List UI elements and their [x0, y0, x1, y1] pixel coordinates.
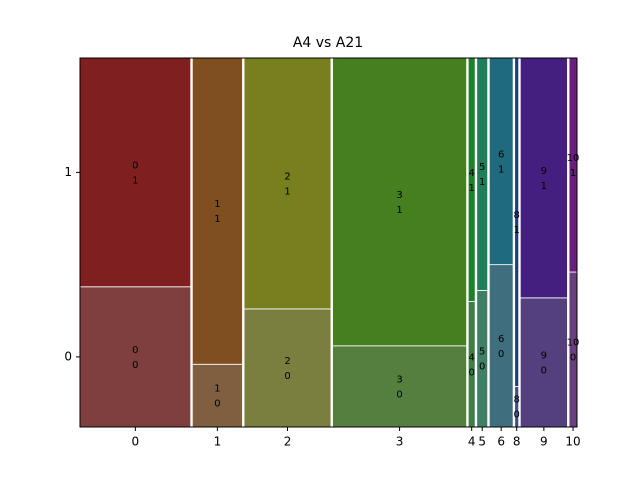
- x-tick-label: 0: [132, 435, 140, 449]
- cell-label: 1: [514, 225, 520, 236]
- x-tick-label: 1: [214, 435, 222, 449]
- cell-label: 1: [498, 164, 504, 175]
- mosaic-cell: [467, 57, 476, 302]
- cell-label: 1: [132, 175, 138, 186]
- mosaic-cell: [568, 271, 578, 428]
- y-tick-label: 1: [64, 165, 72, 179]
- cell-label: 0: [132, 360, 138, 371]
- mosaic-cell: [476, 57, 489, 291]
- mosaic-cell: [514, 386, 520, 428]
- cell-label: 9: [541, 350, 547, 361]
- cell-label: 1: [214, 199, 220, 210]
- cell-label: 0: [570, 353, 576, 364]
- cell-label: 5: [479, 162, 485, 173]
- x-tick-label: 8: [513, 435, 521, 449]
- x-tick-label: 2: [284, 435, 292, 449]
- mosaic-cell: [488, 57, 514, 266]
- cell-label: 10: [567, 338, 580, 349]
- x-tick-label: 4: [468, 435, 476, 449]
- cell-label: 2: [284, 171, 290, 182]
- y-tick-label: 0: [64, 349, 72, 363]
- x-tick-label: 5: [478, 435, 486, 449]
- mosaic-cell: [332, 345, 468, 428]
- cell-label: 1: [468, 183, 474, 194]
- cell-label: 6: [498, 149, 504, 160]
- mosaic-cell: [332, 57, 468, 347]
- mosaic-cell: [519, 57, 568, 299]
- cell-label: 1: [541, 181, 547, 192]
- cell-label: 0: [132, 345, 138, 356]
- mosaic-cell: [467, 301, 476, 428]
- cell-label: 1: [396, 205, 402, 216]
- x-tick-label: 9: [540, 435, 548, 449]
- cell-label: 1: [214, 384, 220, 395]
- cell-label: 0: [214, 399, 220, 410]
- plot-frame: [79, 57, 578, 428]
- cell-label: 0: [541, 365, 547, 376]
- mosaic-cell: [514, 57, 520, 387]
- cell-label: 10: [567, 153, 580, 164]
- mosaic-cell: [191, 363, 243, 428]
- cell-label: 4: [468, 168, 474, 179]
- mosaic-cell: [568, 57, 578, 273]
- cell-label: 0: [396, 389, 402, 400]
- mosaic-cell: [488, 264, 514, 428]
- cell-label: 8: [514, 395, 520, 406]
- mosaic-cell: [243, 308, 332, 428]
- mosaic-cell: [519, 297, 568, 428]
- cell-label: 9: [541, 166, 547, 177]
- cell-label: 2: [284, 356, 290, 367]
- cell-label: 0: [479, 362, 485, 373]
- cell-label: 0: [284, 371, 290, 382]
- cell-label: 0: [498, 349, 504, 360]
- mosaic-cell: [243, 57, 332, 310]
- mosaic-cell: [191, 57, 243, 365]
- cell-label: 6: [498, 334, 504, 345]
- cell-label: 1: [570, 168, 576, 179]
- mosaic-cell: [476, 290, 489, 428]
- x-tick-label: 10: [565, 435, 580, 449]
- cell-label: 8: [514, 210, 520, 221]
- mosaic-cell: [79, 57, 192, 288]
- cell-label: 5: [479, 347, 485, 358]
- x-tick-label: 6: [497, 435, 505, 449]
- cell-label: 4: [468, 352, 474, 363]
- cell-label: 3: [396, 190, 402, 201]
- mosaic-cell: [79, 286, 192, 428]
- chart-title: A4 vs A21: [293, 35, 363, 51]
- cell-label: 1: [284, 186, 290, 197]
- cell-label: 0: [514, 410, 520, 421]
- cell-label: 1: [479, 177, 485, 188]
- cell-label: 3: [396, 374, 402, 385]
- cell-label: 0: [132, 160, 138, 171]
- x-tick-label: 3: [396, 435, 404, 449]
- cell-label: 1: [214, 214, 220, 225]
- cell-label: 0: [468, 367, 474, 378]
